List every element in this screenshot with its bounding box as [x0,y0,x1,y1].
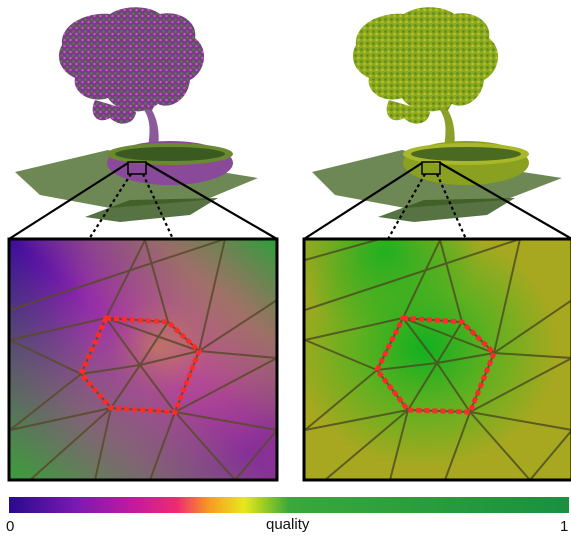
zoom-box-left [127,161,147,175]
shadow-patch-left [85,198,218,222]
zoom-panel-right-frame [302,237,571,482]
highlight-ring-left [78,315,202,415]
mesh-edges-right [304,239,571,480]
foliage-left [58,7,205,112]
foliage-right [352,7,499,112]
shadow-patch-right [378,198,515,222]
highlight-ring-right [374,315,497,415]
quality-colorbar [9,497,569,513]
zoom-panel-left-frame [7,237,279,482]
colorbar-title: quality [266,516,310,533]
trunk-left [140,102,159,150]
foliage-tuft-right [386,100,430,124]
zoom-box-right [421,161,441,175]
zoom-panel-right [304,239,571,480]
foliage-tuft-left [92,100,136,124]
trunk-right [436,102,455,150]
colorbar-min-label: 0 [6,518,15,535]
bonsai-render-left [15,7,258,222]
zoom-connectors [8,162,571,240]
bonsai-render-right [312,7,562,222]
colorbar-max-label: 1 [560,518,569,535]
zoom-panel-left [9,239,277,480]
